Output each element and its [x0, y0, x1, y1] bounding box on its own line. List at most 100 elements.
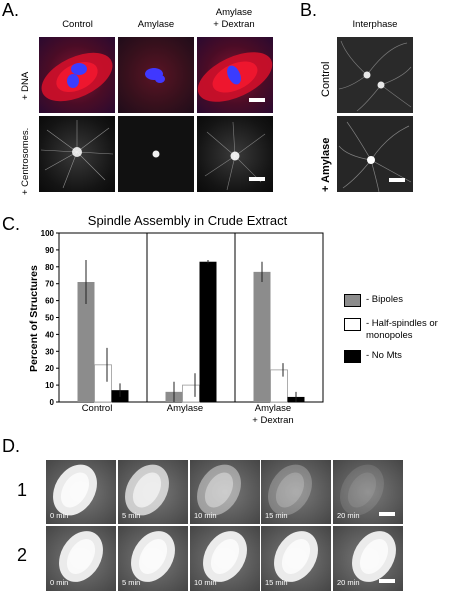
bar-chart: 0 10 20 30 40 50 60 70 80 90 100 — [41, 229, 324, 407]
dna-cluster-image — [145, 68, 165, 83]
panelD-row-number-2: 2 — [17, 545, 28, 565]
panelA-image-control-dna — [39, 37, 115, 113]
timelapse-frame: 0 min — [46, 526, 116, 591]
time-label: 5 min — [122, 511, 141, 520]
y-tick-label: 30 — [45, 347, 54, 356]
panelA-col-header-amylase-dextran: Amylase + Dextran — [196, 7, 272, 31]
panelA-col-header-control-text: Control — [62, 19, 93, 30]
xcat-label-1: Amylase — [145, 403, 225, 415]
timelapse-frame: 15 min — [261, 526, 331, 591]
legend-label-bipoles: - Bipoles — [366, 294, 403, 305]
panelA-image-amylase-dextran-centrosomes — [197, 116, 273, 192]
time-label: 20 min — [337, 578, 360, 587]
spindle-frame-image — [352, 531, 396, 582]
spindle-frame-image — [340, 464, 384, 516]
timelapse-frame: 20 min — [333, 526, 403, 591]
panelB-row-label-control: Control — [320, 62, 332, 97]
panelA-image-control-centrosomes — [39, 116, 115, 192]
panel-c-letter: C. — [2, 214, 20, 234]
y-tick-label: 10 — [45, 381, 54, 390]
xcat-label-0-line1: Control — [81, 403, 113, 414]
y-tick-label: 20 — [45, 364, 54, 373]
y-tick-label: 40 — [45, 330, 54, 339]
legend-label-no-mts: - No Mts — [366, 350, 402, 361]
panelA-row-label-dna: + DNA — [20, 71, 31, 100]
interphase-asters-image — [338, 40, 412, 112]
legend-label-half-spindles: - Half-spindles or monopoles — [366, 318, 438, 342]
xcat-label-1-line1: Amylase — [166, 403, 204, 414]
time-label: 10 min — [194, 578, 217, 587]
y-tick-label: 70 — [45, 280, 54, 289]
panelA-image-amylase-centrosomes — [118, 116, 194, 192]
y-tick-label: 100 — [41, 229, 55, 238]
timelapse-frame: 10 min — [190, 526, 260, 591]
legend-swatch-bipoles — [344, 294, 361, 307]
time-label: 20 min — [337, 511, 360, 520]
time-label: 15 min — [265, 511, 288, 520]
spindle-image — [41, 52, 113, 102]
panelD-row-number-1: 1 — [17, 480, 28, 500]
timelapse-frame: 20 min — [333, 460, 403, 524]
xcat-label-2-line2: + Dextran — [252, 415, 294, 426]
panelA-image-amylase-dna — [118, 37, 194, 113]
timelapse-frame: 10 min — [190, 460, 260, 524]
legend-swatch-no-mts — [344, 350, 361, 363]
timelapse-frame: 15 min — [261, 460, 331, 524]
bar-2-1 — [199, 261, 217, 402]
timelapse-frame: 0 min — [46, 460, 116, 524]
timelapse-frame: 5 min — [118, 526, 188, 591]
y-tick-label: 0 — [50, 398, 55, 407]
panelA-image-amylase-dextran-dna — [197, 37, 273, 113]
panel-d-letter: D. — [2, 436, 20, 456]
spindle-frame-image — [197, 464, 241, 516]
scale-bar — [389, 178, 405, 182]
time-label: 0 min — [50, 578, 69, 587]
spindle-frame-image — [268, 464, 312, 516]
legend-swatch-half-spindles — [344, 318, 361, 331]
y-tick-label: 50 — [45, 314, 54, 323]
time-label: 0 min — [50, 511, 69, 520]
panelA-col-header-amylase-dextran-line1: Amylase — [215, 7, 253, 18]
bar-1-1 — [182, 384, 200, 403]
scale-bar — [379, 579, 395, 583]
chart-title: Spindle Assembly in Crude Extract — [87, 213, 288, 228]
panel-b-letter: B. — [300, 0, 318, 20]
spindle-frame-image — [131, 531, 175, 582]
y-tick-label: 80 — [45, 263, 54, 272]
bar-1-0 — [94, 364, 112, 403]
xcat-label-0: Control — [57, 403, 137, 415]
panel-a-letter: A. — [2, 0, 20, 20]
aster-image — [40, 120, 114, 189]
y-tick-label: 90 — [45, 246, 54, 255]
spindle-frame-image — [203, 531, 247, 582]
time-label: 5 min — [122, 578, 141, 587]
time-label: 15 min — [265, 578, 288, 587]
scale-bar — [249, 98, 265, 102]
scale-bar — [249, 177, 265, 181]
scale-bar — [379, 512, 395, 516]
bar-0-0 — [77, 282, 95, 402]
y-tick-label: 60 — [45, 297, 54, 306]
bar-0-2 — [253, 271, 271, 402]
panelB-header: Interphase — [352, 19, 398, 30]
spindle-frame-image — [53, 464, 97, 516]
aster-image — [204, 121, 266, 191]
xcat-label-2: Amylase + Dextran — [233, 403, 313, 427]
interphase-aster-image — [338, 121, 412, 192]
panelB-image-amylase — [337, 116, 413, 192]
spindle-frame-image — [274, 531, 318, 582]
panelA-col-header-control: Control — [40, 19, 115, 30]
spindle-image — [197, 52, 273, 102]
xcat-label-2-line1: Amylase — [254, 403, 292, 414]
timelapse-frame: 5 min — [118, 460, 188, 524]
time-label: 10 min — [194, 511, 217, 520]
panelB-row-label-amylase-text: + Amylase — [320, 137, 332, 192]
centrosome-dot-image — [152, 150, 160, 158]
panelB-image-control — [337, 37, 413, 113]
panelA-row-label-centrosomes: + Centrosomes. — [20, 127, 31, 195]
panelB-row-label-amylase: + Amylase — [320, 138, 332, 192]
bar-1-2 — [270, 369, 288, 403]
legend-label-half-spindles-line2: monopoles — [366, 330, 413, 341]
legend-label-half-spindles-line1: - Half-spindles or — [366, 318, 438, 329]
panelA-col-header-amylase: Amylase — [118, 19, 194, 30]
